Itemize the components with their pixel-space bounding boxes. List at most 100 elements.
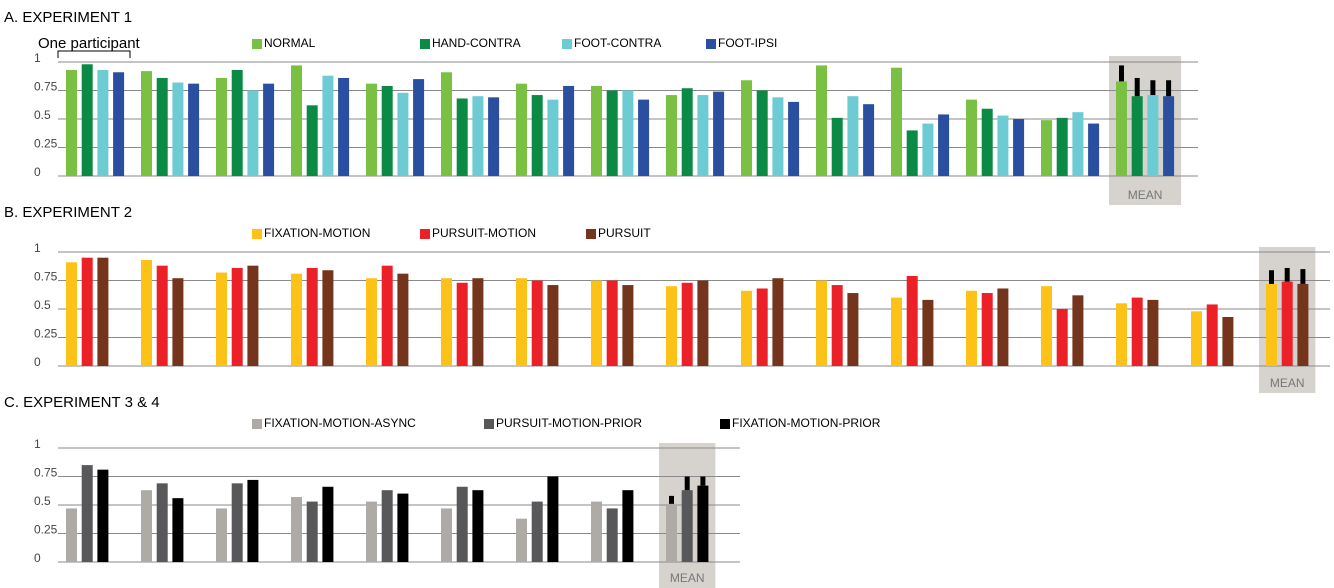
- y-tick-label: 1: [34, 51, 41, 65]
- y-tick-label: 0.5: [34, 108, 51, 122]
- bar: [441, 508, 452, 562]
- bar: [81, 257, 93, 366]
- bar: [172, 498, 184, 562]
- bar: [291, 65, 302, 176]
- bar: [847, 293, 859, 366]
- bar: [816, 280, 827, 366]
- error-bar: [1134, 77, 1140, 97]
- bar: [306, 267, 318, 366]
- bar: [756, 288, 768, 366]
- bar: [1116, 303, 1127, 366]
- bar: [381, 265, 393, 366]
- bar: [906, 130, 918, 176]
- bar: [531, 280, 543, 366]
- bar: [756, 90, 768, 176]
- bar: [1266, 283, 1277, 366]
- bar: [666, 95, 677, 176]
- bar: [397, 493, 409, 562]
- bar: [322, 486, 334, 562]
- bar: [681, 490, 693, 562]
- bar: [891, 297, 902, 366]
- error-bar: [1284, 267, 1290, 282]
- bar: [97, 69, 109, 176]
- legend-swatch: [252, 39, 262, 49]
- annotation: One participant: [38, 35, 141, 52]
- panel-title: C. EXPERIMENT 3 & 4: [4, 394, 160, 411]
- bar: [697, 485, 709, 562]
- y-tick-label: 1: [34, 241, 41, 255]
- bar: [591, 85, 602, 176]
- bar: [322, 75, 334, 176]
- error-bar: [1166, 80, 1172, 97]
- bar: [366, 278, 377, 366]
- bar: [1131, 297, 1143, 366]
- bar: [516, 83, 527, 176]
- bar: [381, 85, 393, 176]
- legend-swatch: [252, 229, 262, 239]
- bar: [306, 501, 318, 562]
- y-tick-label: 0.25: [34, 523, 58, 537]
- bar: [997, 115, 1009, 176]
- bar: [141, 259, 152, 366]
- bar: [891, 67, 902, 176]
- error-bar: [1300, 269, 1306, 284]
- y-tick-label: 0.25: [34, 327, 58, 341]
- bar: [247, 265, 259, 366]
- bar: [938, 114, 950, 176]
- bar: [666, 503, 677, 562]
- bar: [831, 285, 843, 366]
- bar: [1072, 295, 1084, 366]
- bar: [1147, 95, 1159, 176]
- bar: [516, 278, 527, 366]
- bar: [322, 270, 334, 366]
- bar: [847, 96, 859, 176]
- y-tick-label: 0.75: [34, 270, 58, 284]
- legend-swatch: [706, 39, 716, 49]
- y-tick-label: 0.75: [34, 466, 58, 480]
- legend-label: PURSUIT-MOTION: [432, 226, 536, 240]
- bar: [638, 99, 650, 176]
- y-tick-label: 0: [34, 355, 41, 369]
- bar: [366, 83, 377, 176]
- bar: [231, 69, 243, 176]
- bar: [591, 501, 602, 562]
- legend-label: PURSUIT-MOTION-PRIOR: [496, 416, 642, 430]
- x-tick-label: MEAN: [1128, 188, 1163, 202]
- error-bar: [1269, 270, 1274, 284]
- y-tick-label: 0.5: [34, 298, 51, 312]
- bar: [306, 105, 318, 176]
- y-tick-label: 0.25: [34, 137, 58, 151]
- bar: [772, 278, 784, 366]
- error-bar: [700, 476, 706, 486]
- error-bar: [1119, 65, 1124, 82]
- bar: [172, 82, 184, 176]
- bar: [81, 64, 93, 176]
- bar: [291, 273, 302, 366]
- bar: [216, 272, 227, 366]
- bar: [741, 290, 752, 366]
- bar: [863, 104, 875, 176]
- bar: [172, 278, 184, 366]
- bar: [547, 476, 559, 562]
- bar: [1191, 311, 1202, 366]
- bar: [381, 490, 393, 562]
- bar: [622, 490, 634, 562]
- bar: [188, 83, 200, 176]
- bar: [547, 285, 559, 366]
- error-bar: [669, 495, 674, 504]
- bar: [231, 483, 243, 562]
- bar: [1206, 304, 1218, 366]
- bar: [666, 286, 677, 366]
- y-tick-label: 0: [34, 165, 41, 179]
- bar: [156, 483, 168, 562]
- legend-swatch: [586, 229, 596, 239]
- bar: [413, 79, 425, 176]
- bar: [366, 501, 377, 562]
- panel-title: A. EXPERIMENT 1: [4, 9, 132, 26]
- bar: [681, 282, 693, 366]
- bar: [263, 83, 275, 176]
- bar: [66, 508, 77, 562]
- bar: [906, 275, 918, 366]
- bar: [141, 490, 152, 562]
